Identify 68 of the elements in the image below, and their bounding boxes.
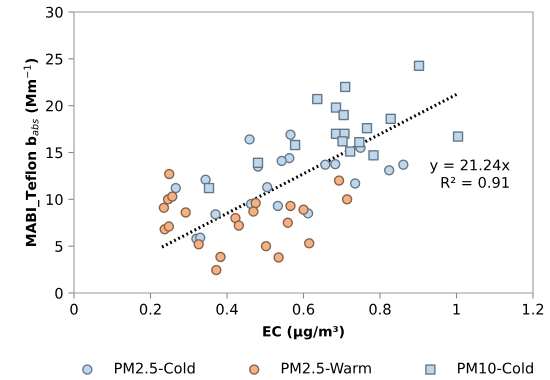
- point: [167, 191, 178, 202]
- point: [384, 165, 394, 176]
- point: [248, 206, 259, 217]
- legend-label: PM2.5-Cold: [115, 362, 195, 374]
- point: [282, 218, 294, 228]
- point: [354, 137, 365, 148]
- x-tick-label: 0.2: [140, 304, 161, 315]
- point: [194, 239, 204, 250]
- point: [342, 194, 352, 205]
- point: [362, 122, 372, 134]
- point: [386, 114, 396, 124]
- point: [158, 202, 170, 213]
- point: [215, 252, 226, 262]
- y-tick-label: 30: [46, 6, 63, 18]
- y-tick-label: 5: [55, 241, 62, 252]
- point: [204, 182, 214, 194]
- point: [272, 200, 284, 212]
- point: [298, 204, 309, 215]
- point: [262, 182, 272, 192]
- legend-label: PM10-Cold: [458, 362, 533, 374]
- x-tick-label: 1: [453, 304, 460, 314]
- point: [211, 264, 222, 276]
- y-tick-label: 15: [46, 147, 62, 158]
- point: [276, 156, 287, 166]
- point: [200, 174, 211, 185]
- point: [452, 131, 464, 142]
- point: [244, 134, 255, 145]
- point: [290, 140, 300, 150]
- x-tick-label: 1.2: [523, 304, 544, 314]
- point: [368, 150, 379, 161]
- point: [180, 207, 191, 218]
- point: [260, 240, 272, 252]
- x-tick-label: 0: [70, 304, 78, 315]
- point: [250, 198, 261, 208]
- point: [285, 200, 296, 212]
- x-tick-label: 0.6: [292, 304, 314, 315]
- point: [234, 220, 244, 231]
- point: [210, 209, 221, 220]
- point: [164, 168, 174, 180]
- point: [330, 159, 340, 170]
- y-tick-label: 0: [55, 288, 63, 299]
- point: [398, 159, 409, 170]
- x-axis-title: EC (μg/m³): [263, 326, 344, 340]
- point: [340, 82, 350, 92]
- x-tick-label: 0.4: [216, 304, 238, 315]
- point: [334, 175, 344, 186]
- y-tick-label: 25: [46, 54, 62, 65]
- point: [414, 60, 424, 72]
- point: [304, 238, 314, 249]
- point: [337, 136, 348, 146]
- point: [252, 158, 264, 168]
- point: [344, 146, 356, 157]
- annotation: R² = 0.91: [442, 176, 509, 188]
- point: [273, 252, 284, 263]
- y-axis-title: MABI_Teflon b$_{abs}$ (Mm$^{−1}$): [24, 58, 40, 246]
- point: [338, 110, 349, 120]
- annotation: y = 21.24x: [430, 159, 510, 174]
- point: [312, 94, 322, 104]
- point: [164, 221, 174, 232]
- point: [230, 212, 241, 224]
- point: [350, 178, 360, 189]
- point: [320, 159, 330, 170]
- y-tick-label: 20: [46, 100, 63, 112]
- point: [285, 130, 296, 140]
- legend-label: PM2.5-Warm: [282, 362, 371, 374]
- x-tick-label: 0.8: [369, 304, 391, 315]
- y-tick-label: 10: [46, 194, 63, 206]
- point: [170, 182, 181, 194]
